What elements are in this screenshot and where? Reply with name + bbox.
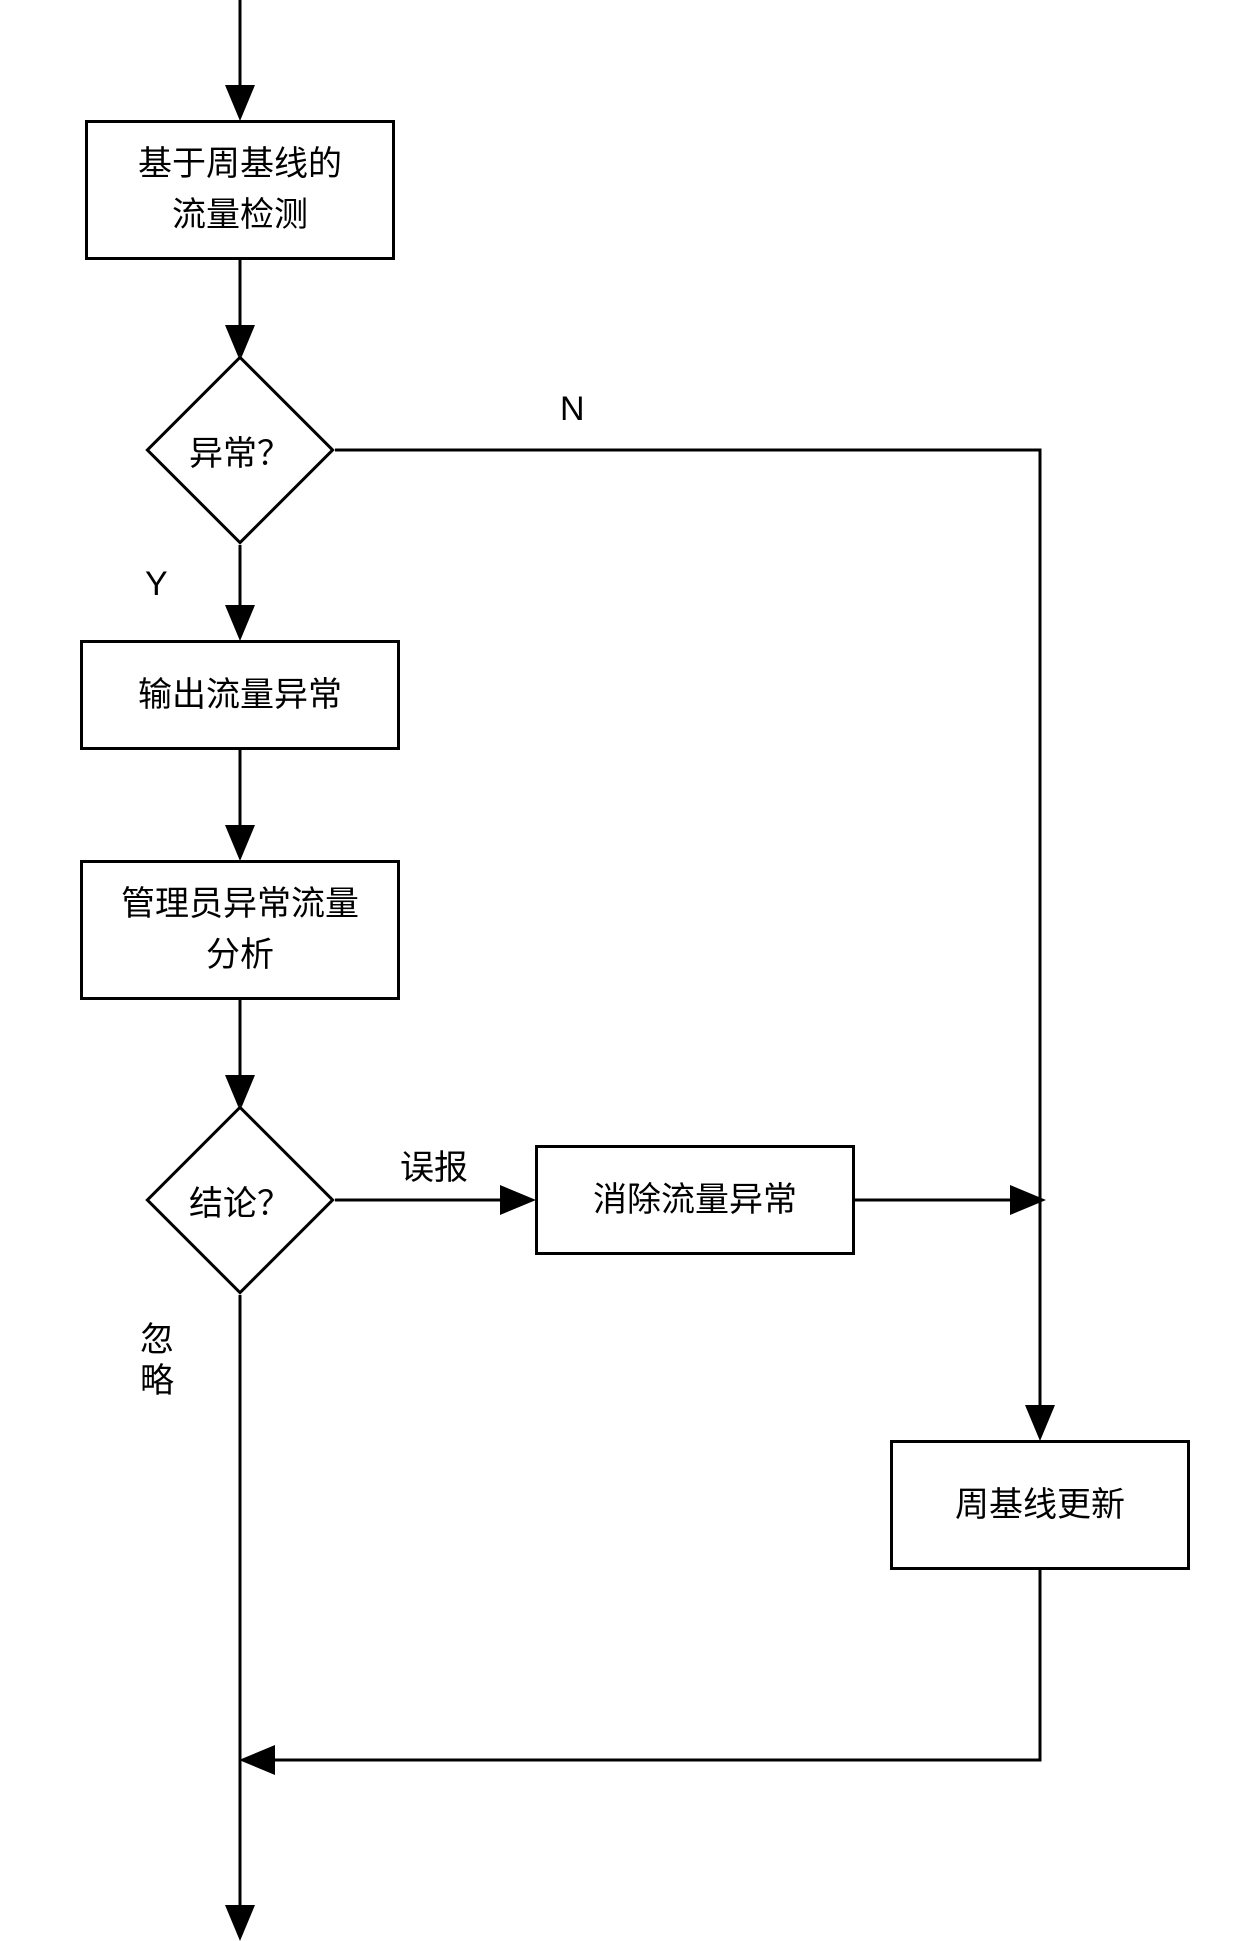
edge-label-ignore: 忽略 bbox=[140, 1320, 174, 1402]
edge-label-no: N bbox=[560, 390, 585, 429]
node-label: 管理员异常流量分析 bbox=[121, 879, 359, 981]
node-label: 周基线更新 bbox=[955, 1480, 1125, 1531]
edge-label-false-positive: 误报 bbox=[400, 1140, 468, 1189]
node-baseline-update: 周基线更新 bbox=[890, 1440, 1190, 1570]
decision-label: 结论？ bbox=[189, 1176, 291, 1225]
flowchart-container: 基于周基线的流量检测 异常？ 输出流量异常 管理员异常流量分析 结论？ 消除流量… bbox=[0, 0, 1240, 1941]
decision-conclusion: 结论？ bbox=[145, 1105, 335, 1295]
node-traffic-detection: 基于周基线的流量检测 bbox=[85, 120, 395, 260]
decision-label: 异常？ bbox=[189, 426, 291, 475]
edge-label-yes: Y bbox=[145, 565, 168, 604]
node-admin-analysis: 管理员异常流量分析 bbox=[80, 860, 400, 1000]
decision-anomaly: 异常？ bbox=[145, 355, 335, 545]
node-output-anomaly: 输出流量异常 bbox=[80, 640, 400, 750]
node-label: 输出流量异常 bbox=[138, 670, 342, 721]
node-clear-anomaly: 消除流量异常 bbox=[535, 1145, 855, 1255]
node-label: 基于周基线的流量检测 bbox=[138, 139, 342, 241]
node-label: 消除流量异常 bbox=[593, 1175, 797, 1226]
